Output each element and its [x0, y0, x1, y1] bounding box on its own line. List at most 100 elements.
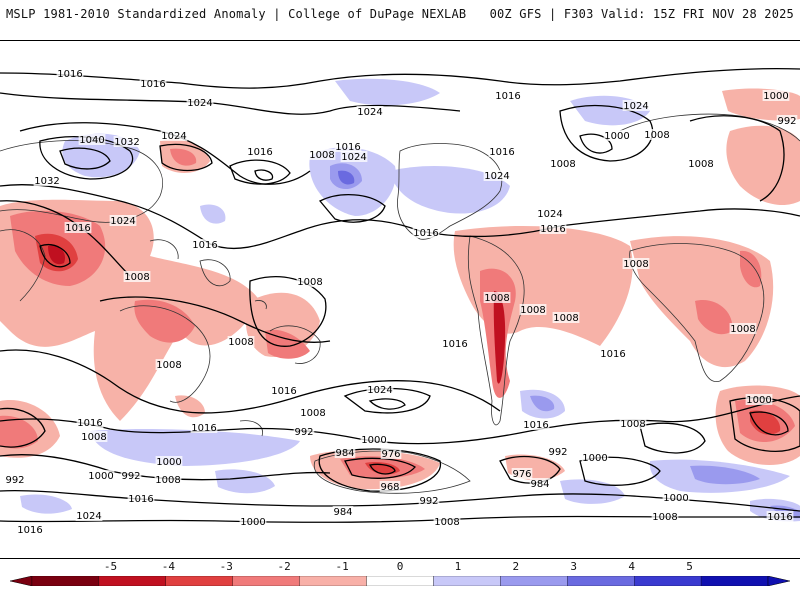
isobar-label: 1008	[652, 512, 677, 523]
isobar-label: 984	[530, 479, 549, 490]
isobar-label: 1016	[767, 512, 792, 523]
isobar-label-bg	[494, 90, 522, 101]
isobar-label-bg	[687, 158, 715, 169]
colorbar-tick-label: 0	[396, 560, 404, 573]
isobar-label-bg	[154, 474, 182, 485]
isobar-label-bg	[651, 511, 679, 522]
colorbar-tick-label: -5	[103, 560, 118, 573]
isobar-label-bg	[33, 175, 61, 186]
colorbar-segment	[634, 576, 702, 586]
isobar-label: 1016	[191, 423, 216, 434]
run-valid-time: 00Z GFS | F303 Valid: 15Z FRI NOV 28 202…	[489, 7, 794, 21]
isobar-label-bg	[599, 348, 627, 359]
isobar-label-bg	[155, 456, 183, 467]
isobar-label-bg	[360, 434, 388, 445]
isobar-label-bg	[78, 134, 106, 145]
colorbar-segment	[500, 576, 568, 586]
isobar-label-bg	[581, 452, 609, 463]
colorbar-tick-label: 1	[454, 560, 462, 573]
isobar-label: 1024	[537, 209, 562, 220]
colorbar-segment	[433, 576, 501, 586]
isobar-label-bg	[120, 470, 142, 481]
isobar-label: 1016	[523, 420, 548, 431]
colorbar-tick-label: -3	[219, 560, 233, 573]
isobar-label: 1000	[240, 517, 265, 528]
isobar-label: 1016	[65, 223, 90, 234]
isobar-label: 992	[121, 471, 140, 482]
isobar-label-bg	[766, 511, 794, 522]
isobar-label: 1008	[730, 324, 755, 335]
isobar-label-bg	[412, 227, 440, 238]
colorbar-segment	[700, 576, 769, 586]
isobar-label-bg	[340, 151, 368, 162]
isobar-label: 1008	[156, 360, 181, 371]
isobar-label-bg	[186, 97, 214, 108]
isobar-label: 1016	[77, 418, 102, 429]
isobar-label-bg	[227, 336, 255, 347]
isobar-label-bg	[64, 222, 92, 233]
isobar-label: 992	[548, 447, 567, 458]
isobar-label: 1000	[156, 457, 181, 468]
colorbar-segment	[98, 576, 166, 586]
isobar-label-bg	[418, 495, 440, 506]
isobar-label-bg	[296, 276, 324, 287]
isobar-label: 992	[419, 496, 438, 507]
isobar-label-bg	[619, 418, 647, 429]
isobar-label-bg	[549, 158, 577, 169]
isobar-label: 1016	[17, 525, 42, 536]
isobar-label: 1024	[187, 98, 212, 109]
colorbar-segment	[165, 576, 233, 586]
isobar-label: 1016	[335, 142, 360, 153]
isobar-label: 1016	[413, 228, 438, 239]
colorbar-tick-label: -2	[277, 560, 291, 573]
isobar-label-bg	[729, 323, 757, 334]
colorbar: -5 -4 -3 -2 -1 0 1 2 3 4 5	[0, 560, 800, 600]
map-title: MSLP 1981-2010 Standardized Anomaly | Co…	[6, 7, 467, 21]
isobar-label: 1024	[357, 107, 382, 118]
isobar-label-bg	[662, 492, 690, 503]
isobar-label-bg	[16, 524, 44, 535]
isobar-label: 984	[335, 448, 354, 459]
isobar-label: 1008	[550, 159, 575, 170]
isobar-label: 1016	[192, 240, 217, 251]
isobar-label: 1008	[620, 419, 645, 430]
isobar-label: 1008	[228, 337, 253, 348]
isobar-label-bg	[190, 422, 218, 433]
isobar-label-bg	[270, 385, 298, 396]
isobar-label: 1000	[763, 91, 788, 102]
isobar-label: 1016	[540, 224, 565, 235]
isobar-label-bg	[76, 417, 104, 428]
isobar-label: 1008	[553, 313, 578, 324]
positive-anomaly-shading	[20, 78, 800, 522]
isobar-label-bg	[293, 426, 315, 437]
isobar-label: 1000	[88, 471, 113, 482]
isobar-label: 1008	[300, 408, 325, 419]
isobar-label: 1016	[489, 147, 514, 158]
isobar-label: 1032	[34, 176, 59, 187]
isobar-label: 1016	[128, 494, 153, 505]
colorbar-tick-label: -1	[335, 560, 349, 573]
isobar-label-bg	[239, 516, 267, 527]
isobar-label-bg	[155, 359, 183, 370]
isobar-label-bg	[762, 90, 790, 101]
isobar-label-bg	[441, 338, 469, 349]
colorbar-tip-left	[10, 576, 33, 586]
isobar-label-bg	[308, 149, 336, 160]
isobar-label: 1008	[124, 272, 149, 283]
isobar-label-bg	[379, 481, 401, 492]
isobar-label: 1016	[495, 91, 520, 102]
isobar-label-bg	[109, 215, 137, 226]
isobar-label-bg	[56, 68, 84, 79]
colorbar-tip-right	[767, 576, 790, 586]
isobar-label: 1008	[81, 432, 106, 443]
isobar-label-bg	[127, 493, 155, 504]
isobar-label: 1008	[520, 305, 545, 316]
isobar-label-bg	[87, 470, 115, 481]
isobar-label: 1024	[623, 101, 648, 112]
colorbar-segment	[232, 576, 300, 586]
isobar-label: 992	[294, 427, 313, 438]
isobar-label-bg	[745, 394, 773, 405]
isobar-label: 976	[512, 469, 531, 480]
isobar-label-bg	[552, 312, 580, 323]
